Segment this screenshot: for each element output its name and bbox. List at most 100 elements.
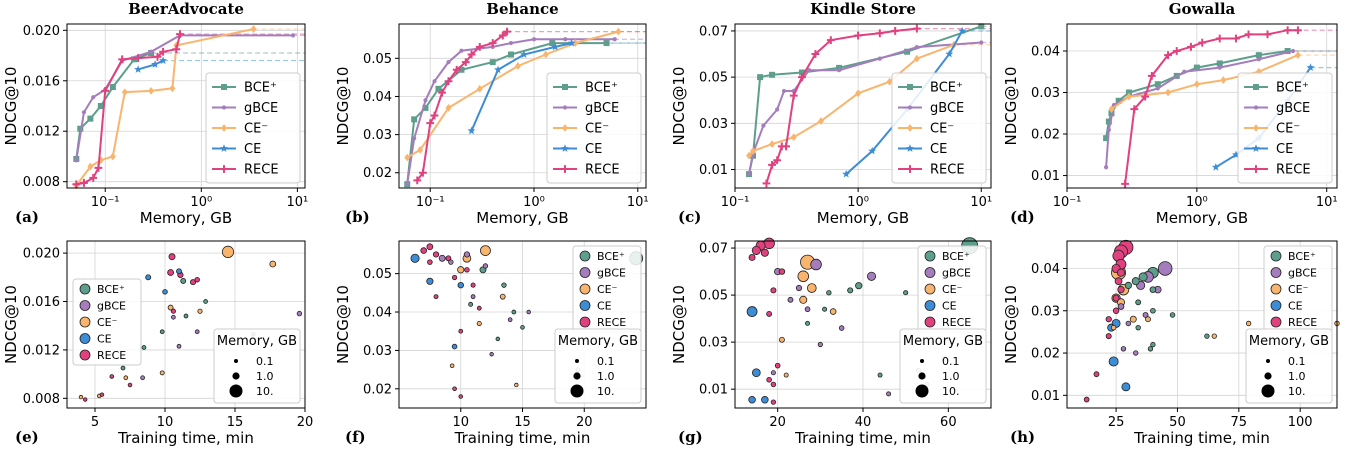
data-point [250,25,257,33]
data-point [475,42,484,51]
data-point [426,277,434,285]
legend-marker [562,84,568,90]
legend-marker [221,105,227,110]
data-point [817,341,823,348]
legend-marker [579,300,591,311]
data-point [1125,320,1132,327]
data-point [1290,48,1296,54]
memory-legend-title: Memory, GB [217,334,297,349]
data-point [498,31,507,40]
x-axis-label: Memory, GB [1156,209,1248,227]
y-tick-label: 0.05 [699,289,728,304]
y-tick-label: 0.04 [1031,262,1060,277]
data-point [1147,71,1156,80]
data-point [1255,52,1262,59]
data-point [468,301,474,307]
legend-label: CE [244,142,261,157]
data-point [410,253,420,263]
legend-marker [79,283,91,295]
y-tick-label: 0.02 [363,382,392,397]
x-tick-label: 10⁻¹ [1053,195,1082,210]
data-point [99,392,105,397]
legend-label: gBCE [97,300,126,313]
data-point [913,54,920,63]
data-point [795,284,803,292]
data-point [159,56,168,64]
x-tick-label: 10¹ [1316,195,1338,210]
data-point [176,30,184,38]
data-point [488,39,497,47]
memory-size-label: 1.0 [942,370,960,383]
plot-frame [1066,23,1338,189]
data-point [836,64,843,71]
data-point [1135,324,1141,331]
data-point [432,79,437,84]
data-point [141,345,147,350]
x-tick-label: 25 [1108,415,1125,430]
series-line-rece [416,30,508,181]
data-point [499,293,506,300]
data-point [1220,76,1227,84]
data-point [1245,320,1252,327]
data-point [438,254,446,262]
legend-marker [1270,267,1282,278]
data-point [203,299,208,304]
data-point [189,279,197,286]
data-point [807,68,812,73]
data-point [615,27,622,36]
data-point [1232,34,1240,43]
data-point [1211,333,1217,339]
x-tick-label: 5 [91,415,99,430]
legend-label: BCE⁺ [942,250,970,263]
legend-label: gBCE [597,267,626,280]
data-point [489,352,494,357]
data-point [467,126,476,135]
data-point [804,306,811,313]
data-point [1133,350,1139,356]
x-axis-label: Training time, min [454,429,591,447]
data-point [551,42,560,51]
y-tick-label: 0.03 [699,336,728,351]
data-point [958,26,967,35]
legend-label: BCE⁺ [97,283,125,296]
legend-marker [907,84,913,90]
data-point [1108,356,1119,367]
data-point [778,268,786,275]
legend-marker [79,349,91,361]
data-point [886,391,892,397]
data-point [1135,299,1142,306]
x-tick-label: 60 [940,415,957,430]
data-point [1165,88,1172,97]
legend-label: RECE [244,163,279,178]
x-tick-label: 40 [855,415,872,430]
legend-label: CE⁻ [930,122,954,137]
legend-label: gBCE [244,101,278,116]
data-point [458,66,465,73]
y-tick-label: 0.03 [699,117,728,132]
data-point [1147,346,1154,352]
legend-label: BCE⁺ [930,81,963,96]
data-point [470,294,476,300]
legend: BCE⁺ gBCE CE⁻ CE RECE [546,72,642,184]
data-point [779,336,785,343]
data-point [773,156,782,165]
data-point [1193,64,1200,71]
y-tick-label: 0.04 [363,306,392,321]
data-point [979,40,984,45]
data-point [842,169,851,178]
x-tick-label: 75 [1231,415,1248,430]
data-point [1169,312,1176,318]
y-tick-label: 0.01 [699,383,728,398]
data-point [877,56,882,61]
legend-box [546,72,642,184]
data-point [866,271,877,281]
series-line-rece [76,33,181,186]
memory-size-label: 1.0 [597,370,615,383]
data-point [134,54,143,62]
memory-size-marker [570,384,584,398]
x-tick-label: 10 [157,415,174,430]
data-point [1217,65,1222,70]
data-point [153,52,162,61]
data-point [1294,51,1301,60]
data-point [769,140,776,149]
